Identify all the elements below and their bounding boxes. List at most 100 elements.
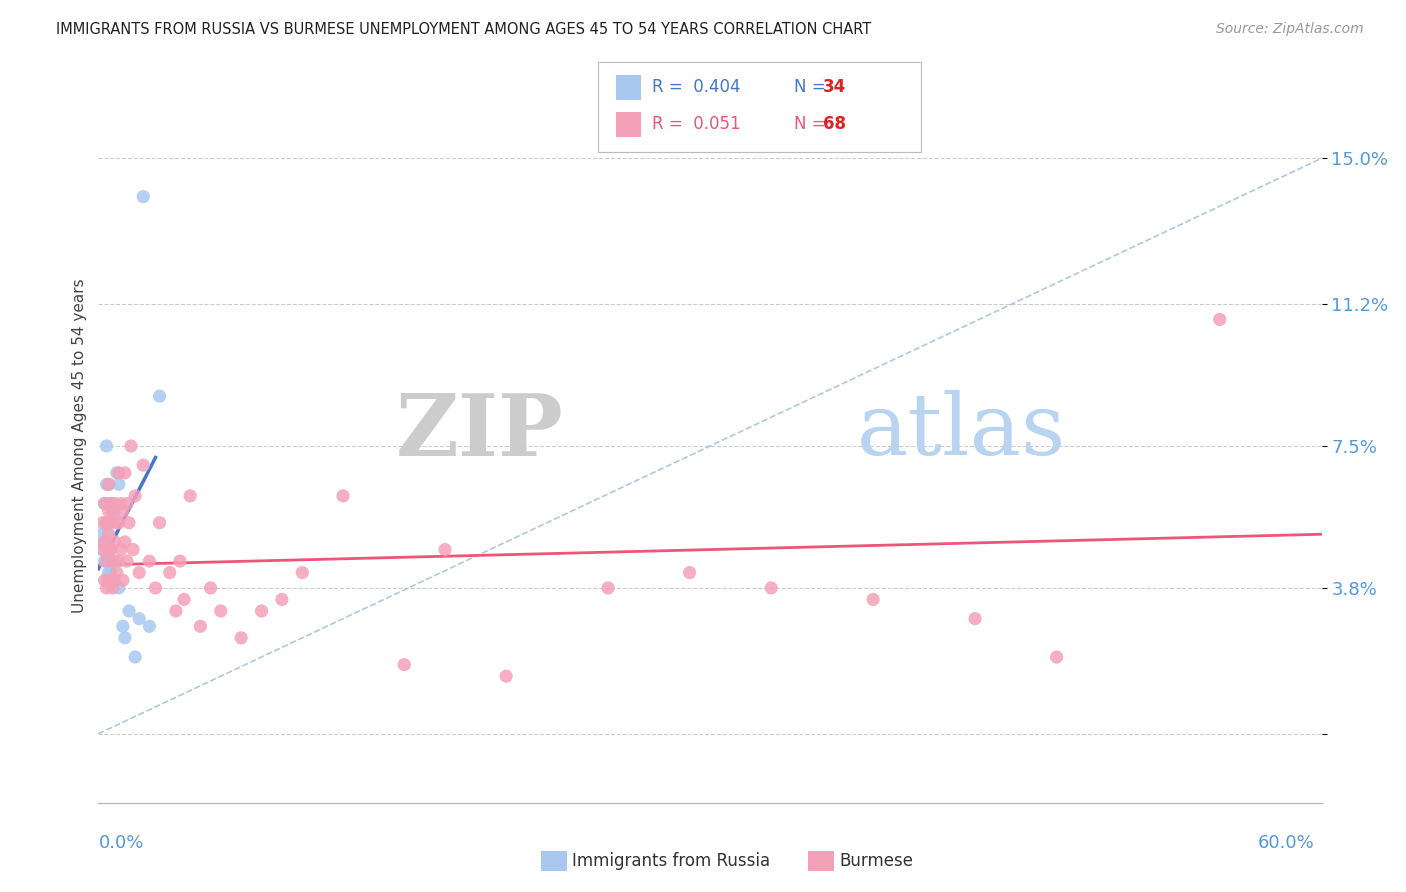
- Point: [97, 542, 120, 557]
- Point: [97, 574, 120, 588]
- Point: [93, 497, 115, 511]
- Point: [108, 516, 131, 530]
- Point: [91, 542, 114, 557]
- Point: [97, 542, 120, 557]
- Point: [188, 619, 212, 633]
- Point: [101, 574, 124, 588]
- Point: [179, 489, 201, 503]
- Text: atlas: atlas: [856, 390, 1066, 474]
- Point: [97, 566, 120, 580]
- Text: 68: 68: [823, 115, 845, 133]
- Point: [96, 477, 118, 491]
- Point: [97, 504, 120, 518]
- Point: [128, 566, 150, 580]
- Text: R =  0.404: R = 0.404: [652, 78, 741, 96]
- Point: [101, 581, 124, 595]
- Point: [332, 489, 354, 503]
- Point: [1209, 312, 1232, 326]
- Point: [124, 650, 146, 665]
- Point: [100, 574, 122, 588]
- Point: [231, 631, 253, 645]
- Point: [100, 542, 122, 557]
- Point: [96, 516, 118, 530]
- Point: [111, 619, 134, 633]
- Point: [761, 581, 783, 595]
- Point: [96, 535, 118, 549]
- Point: [149, 389, 172, 403]
- Text: 34: 34: [823, 78, 846, 96]
- Point: [101, 497, 124, 511]
- Point: [108, 581, 131, 595]
- Point: [104, 497, 127, 511]
- Point: [108, 477, 131, 491]
- Text: 60.0%: 60.0%: [1258, 834, 1315, 852]
- Point: [115, 497, 138, 511]
- Point: [862, 592, 884, 607]
- Point: [165, 604, 187, 618]
- Point: [101, 504, 124, 518]
- Point: [120, 439, 142, 453]
- Point: [124, 489, 146, 503]
- Text: 0.0%: 0.0%: [98, 834, 143, 852]
- Point: [91, 527, 114, 541]
- Point: [100, 516, 122, 530]
- Point: [392, 657, 416, 672]
- Point: [200, 581, 222, 595]
- Point: [96, 554, 118, 568]
- Point: [100, 497, 122, 511]
- Point: [138, 554, 160, 568]
- Point: [598, 581, 620, 595]
- Point: [114, 466, 136, 480]
- Point: [122, 542, 145, 557]
- Point: [145, 581, 167, 595]
- Point: [114, 631, 136, 645]
- Point: [270, 592, 294, 607]
- Point: [97, 527, 120, 541]
- Point: [97, 527, 120, 541]
- Point: [434, 542, 457, 557]
- Point: [1045, 650, 1069, 665]
- Point: [105, 466, 128, 480]
- Text: N =: N =: [794, 78, 831, 96]
- Point: [128, 612, 150, 626]
- Point: [93, 535, 115, 549]
- Point: [110, 497, 132, 511]
- Point: [105, 516, 128, 530]
- Y-axis label: Unemployment Among Ages 45 to 54 years: Unemployment Among Ages 45 to 54 years: [72, 278, 87, 614]
- Text: Source: ZipAtlas.com: Source: ZipAtlas.com: [1216, 22, 1364, 37]
- Point: [173, 592, 195, 607]
- Point: [93, 574, 115, 588]
- Point: [93, 535, 115, 549]
- Point: [100, 542, 122, 557]
- Point: [97, 497, 120, 511]
- Point: [91, 516, 114, 530]
- Point: [108, 466, 131, 480]
- Text: R =  0.051: R = 0.051: [652, 115, 741, 133]
- Point: [159, 566, 181, 580]
- Point: [115, 554, 138, 568]
- Point: [91, 542, 114, 557]
- Point: [132, 189, 155, 203]
- Point: [118, 604, 141, 618]
- Point: [96, 516, 118, 530]
- Point: [97, 477, 120, 491]
- Point: [965, 612, 987, 626]
- Point: [495, 669, 517, 683]
- Text: N =: N =: [794, 115, 831, 133]
- Point: [110, 542, 132, 557]
- Point: [104, 574, 127, 588]
- Point: [679, 566, 702, 580]
- Point: [209, 604, 232, 618]
- Point: [97, 477, 120, 491]
- Text: IMMIGRANTS FROM RUSSIA VS BURMESE UNEMPLOYMENT AMONG AGES 45 TO 54 YEARS CORRELA: IMMIGRANTS FROM RUSSIA VS BURMESE UNEMPL…: [56, 22, 872, 37]
- Point: [96, 581, 118, 595]
- Point: [96, 439, 118, 453]
- Point: [96, 554, 118, 568]
- Point: [149, 516, 172, 530]
- Point: [101, 554, 124, 568]
- Text: Burmese: Burmese: [839, 852, 914, 870]
- Point: [138, 619, 160, 633]
- Point: [97, 516, 120, 530]
- Point: [132, 458, 155, 473]
- Point: [104, 535, 127, 549]
